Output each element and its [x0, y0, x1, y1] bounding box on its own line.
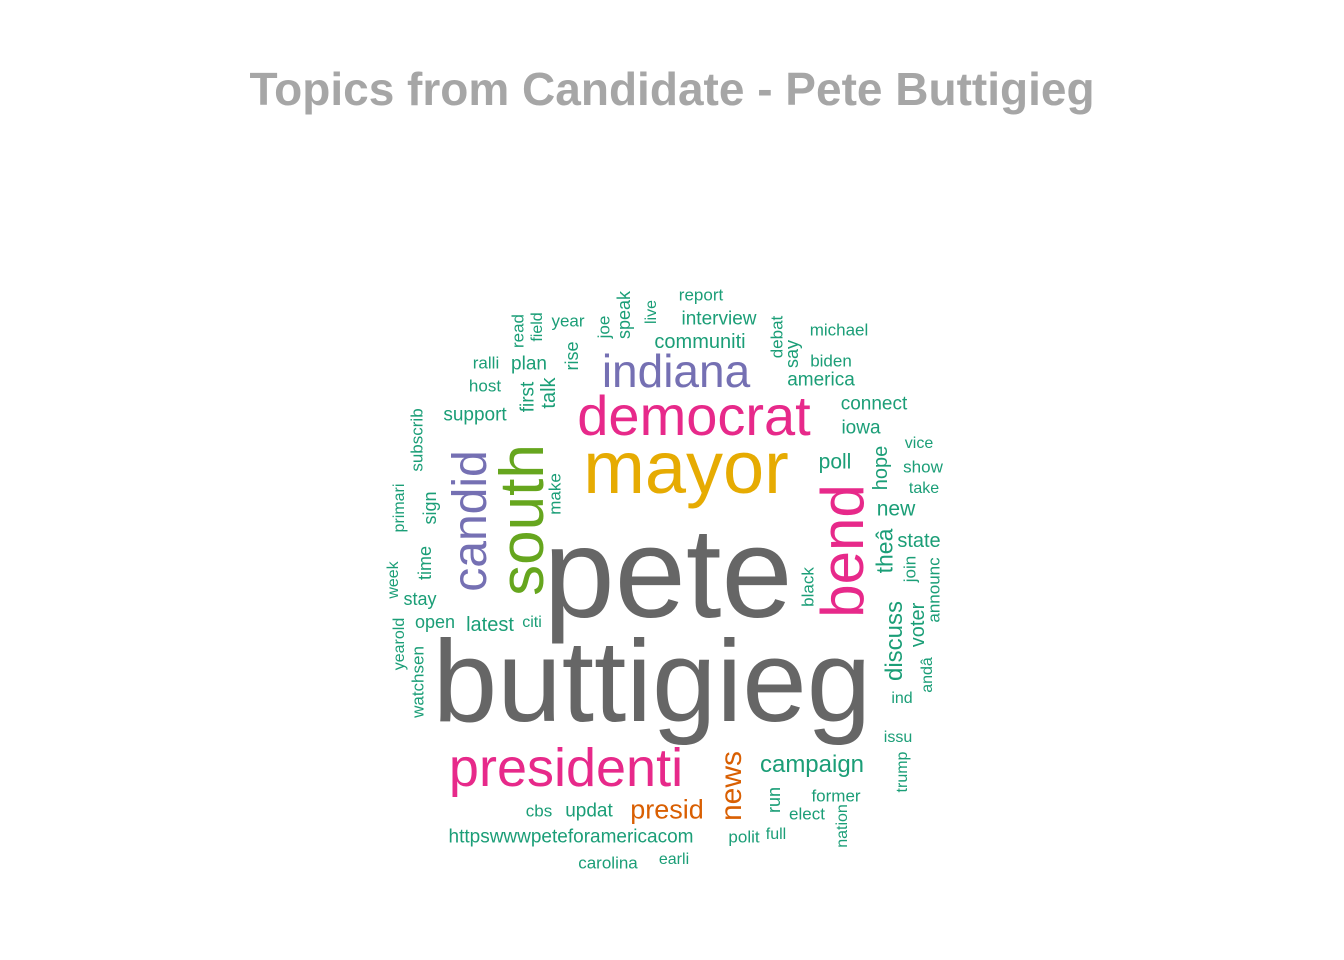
word-ralli: ralli — [472, 353, 500, 373]
word-speak: speak — [614, 290, 634, 340]
word-black: black — [798, 567, 818, 607]
word-biden: biden — [810, 351, 852, 371]
word-ind: ind — [891, 690, 913, 707]
word-join: join — [900, 555, 920, 583]
word-joe: joe — [594, 315, 614, 339]
word-open: open — [414, 612, 456, 632]
word-live: live — [643, 299, 660, 325]
word-discuss: discuss — [881, 600, 908, 682]
word-plan: plan — [511, 353, 547, 375]
word-make: make — [545, 473, 565, 515]
word-mayor: mayor — [583, 426, 789, 509]
word-iowa: iowa — [841, 417, 881, 439]
word-latest: latest — [466, 614, 514, 636]
word-trump: trump — [894, 751, 911, 793]
word-support: support — [443, 404, 507, 426]
word-show: show — [903, 457, 943, 477]
word-presid: presid — [630, 794, 704, 825]
word-poll: poll — [818, 450, 852, 474]
word-indiana: indiana — [601, 345, 751, 397]
word-voter: voter — [907, 602, 929, 648]
word-subscrib: subscrib — [407, 408, 427, 472]
word-field: field — [529, 312, 546, 342]
word-news: news — [715, 750, 748, 822]
word-citi: citi — [522, 614, 542, 631]
word-say: say — [782, 339, 802, 369]
word-carolina: carolina — [578, 853, 638, 873]
word-full: full — [765, 826, 787, 843]
word-talk: talk — [538, 377, 560, 409]
word-take: take — [908, 480, 940, 497]
word-cbs: cbs — [525, 801, 553, 821]
word-httpswwwpeteforamericacom: httpswwwpeteforamericacom — [448, 826, 694, 848]
word-pete: pete — [543, 502, 793, 645]
word-connect: connect — [840, 393, 908, 415]
word-rise: rise — [562, 341, 582, 371]
word-watchsen: watchsen — [408, 646, 428, 718]
word-week: week — [385, 561, 402, 599]
word-stay: stay — [403, 589, 437, 609]
word-run: run — [764, 786, 784, 814]
word-michael: michael — [809, 320, 869, 340]
word-new: new — [876, 497, 916, 521]
word-america: america — [787, 369, 855, 391]
word-time: time — [415, 545, 435, 581]
word-nation: nation — [834, 804, 851, 848]
chart-title: Topics from Candidate - Pete Buttigieg — [249, 63, 1095, 115]
word-report: report — [678, 285, 724, 305]
word-buttigieg: buttigieg — [432, 616, 872, 746]
word-and: andâ — [919, 657, 936, 693]
word-former: former — [811, 786, 861, 806]
word-bend: bend — [809, 484, 876, 618]
word-primari: primari — [391, 483, 408, 533]
word-issu: issu — [883, 729, 913, 746]
word-updat: updat — [565, 800, 613, 822]
word-host: host — [468, 376, 502, 396]
word-the: theâ — [871, 528, 898, 574]
word-vice: vice — [904, 435, 934, 452]
word-presidenti: presidenti — [448, 738, 684, 798]
word-hope: hope — [870, 445, 892, 491]
word-interview: interview — [681, 308, 757, 330]
word-year: year — [551, 311, 585, 331]
word-read: read — [508, 313, 528, 349]
word-polit: polit — [728, 827, 760, 847]
word-communiti: communiti — [654, 331, 746, 353]
word-sign: sign — [420, 491, 440, 525]
word-democrat: democrat — [577, 384, 811, 447]
word-first: first — [517, 381, 539, 413]
word-candid: candid — [444, 450, 497, 592]
word-yearold: yearold — [391, 617, 408, 671]
word-state: state — [897, 530, 941, 552]
word-elect: elect — [789, 804, 825, 824]
word-south: south — [488, 444, 557, 596]
word-earli: earli — [658, 851, 690, 868]
word-campaign: campaign — [759, 751, 865, 778]
